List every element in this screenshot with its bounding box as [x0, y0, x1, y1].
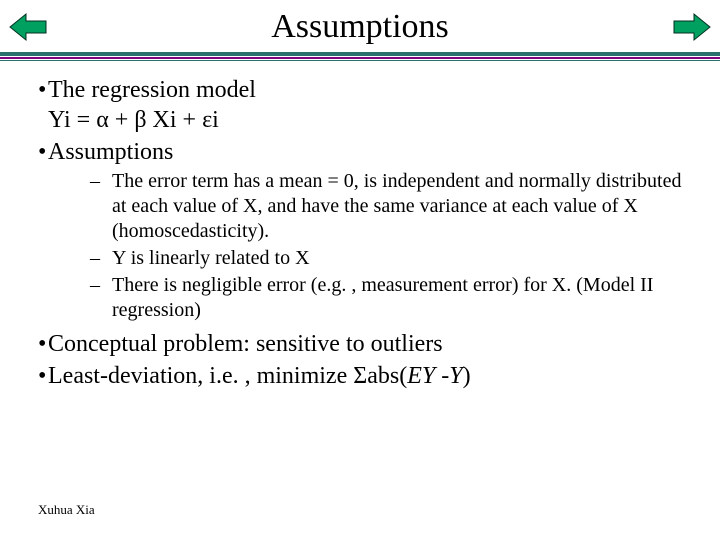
bullet-text: Conceptual problem: sensitive to outlier… — [48, 329, 700, 359]
bullet-text: Least-deviation, i.e. , minimize Σabs(EY… — [48, 361, 700, 391]
bullet-dash-icon: – — [90, 169, 112, 244]
title-rule — [0, 52, 720, 61]
bullet-level1: • The regression model Yi = α + β Xi + ε… — [20, 75, 700, 135]
arrow-right-icon — [672, 12, 712, 42]
bullet-text: Y is linearly related to X — [112, 246, 686, 271]
bullet-equation: Yi = α + β Xi + εi — [48, 107, 219, 133]
bullet-text: There is negligible error (e.g. , measur… — [112, 273, 686, 323]
bullet-level2: – There is negligible error (e.g. , meas… — [90, 273, 686, 323]
arrow-left-icon — [8, 12, 48, 42]
bullet-dot-icon: • — [20, 329, 48, 359]
bullet-level1: • Least-deviation, i.e. , minimize Σabs(… — [20, 361, 700, 391]
bullet-text: The regression model — [48, 77, 256, 103]
bullet-level1: • Conceptual problem: sensitive to outli… — [20, 329, 700, 359]
bullet-dot-icon: • — [20, 75, 48, 135]
bullet-level1: • Assumptions — [20, 137, 700, 167]
footer-author: Xuhua Xia — [38, 502, 95, 518]
slide-title: Assumptions — [0, 0, 720, 46]
bullet-dash-icon: – — [90, 246, 112, 271]
bullet-text: Assumptions — [48, 137, 700, 167]
bullet-level2: – Y is linearly related to X — [90, 246, 686, 271]
bullet-dot-icon: • — [20, 137, 48, 167]
prev-slide-button[interactable] — [8, 12, 48, 42]
bullet-dot-icon: • — [20, 361, 48, 391]
bullet-level2: – The error term has a mean = 0, is inde… — [90, 169, 686, 244]
slide-body: • The regression model Yi = α + β Xi + ε… — [0, 61, 720, 391]
bullet-text: The error term has a mean = 0, is indepe… — [112, 169, 686, 244]
bullet-dash-icon: – — [90, 273, 112, 323]
next-slide-button[interactable] — [672, 12, 712, 42]
sub-bullet-list: – The error term has a mean = 0, is inde… — [20, 169, 700, 323]
